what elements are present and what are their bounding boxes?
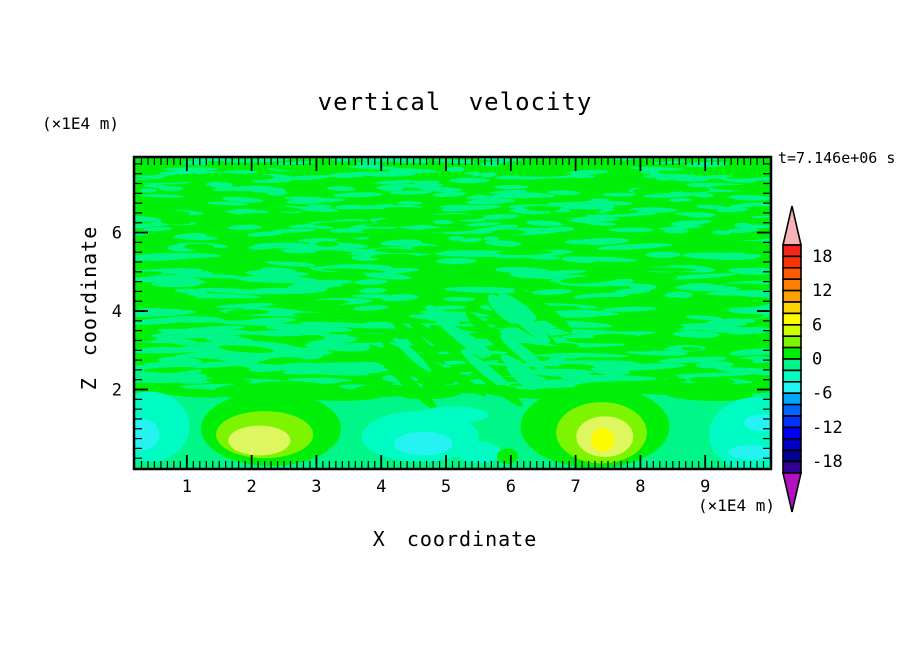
svg-text:2: 2	[247, 477, 257, 497]
svg-text:7: 7	[570, 477, 580, 497]
y-axis-unit-label: (×1E4 m)	[42, 114, 120, 133]
x-axis-title: X coordinate	[372, 527, 538, 551]
svg-text:3: 3	[311, 477, 321, 497]
svg-text:-6: -6	[812, 384, 832, 404]
y-tick-labels: 2 4 6	[112, 224, 122, 401]
plot-field	[135, 158, 770, 468]
svg-text:4: 4	[112, 302, 122, 322]
svg-text:6: 6	[812, 315, 822, 335]
svg-text:5: 5	[441, 477, 451, 497]
plot-border	[132, 155, 773, 471]
colorbar-under-arrow	[781, 472, 803, 513]
svg-text:8: 8	[635, 477, 645, 497]
colorbar	[781, 205, 803, 513]
x-tick-labels: 1 2 3 4 5 6 7 8 9	[182, 477, 711, 497]
svg-text:18: 18	[812, 247, 832, 267]
axis-ticks	[135, 158, 770, 468]
svg-text:4: 4	[376, 477, 386, 497]
svg-text:1: 1	[182, 477, 192, 497]
colorbar-labels: 18 12 6 0 -6 -12 -18	[812, 247, 843, 472]
svg-text:2: 2	[112, 381, 122, 401]
svg-text:-12: -12	[812, 418, 843, 438]
svg-text:0: 0	[812, 350, 822, 370]
svg-text:6: 6	[506, 477, 516, 497]
colorbar-over-arrow	[781, 205, 803, 246]
x-axis-unit-label: (×1E4 m)	[697, 496, 775, 515]
svg-text:6: 6	[112, 224, 122, 244]
svg-text:12: 12	[812, 281, 832, 301]
svg-text:9: 9	[700, 477, 710, 497]
svg-text:-18: -18	[812, 452, 843, 472]
plot-title: vertical velocity	[317, 88, 593, 116]
time-annotation: t=7.146e+06 s	[778, 149, 896, 167]
